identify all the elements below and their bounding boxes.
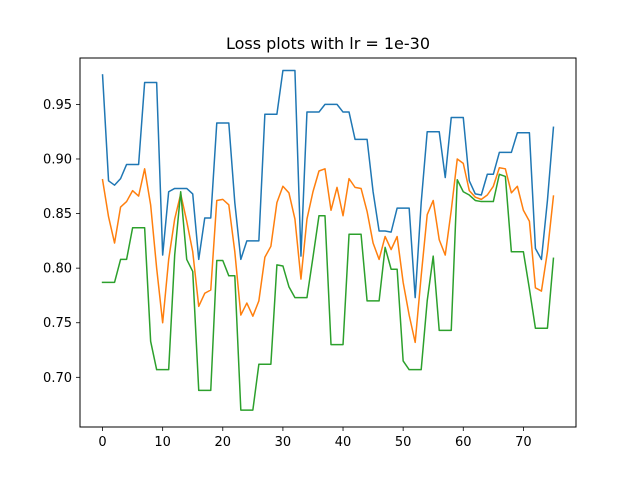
y-tick-label: 0.70 [43, 371, 72, 386]
y-tick-label: 0.85 [43, 207, 72, 222]
x-tick-label: 20 [215, 435, 232, 450]
chart-title: Loss plots with lr = 1e-30 [226, 34, 430, 53]
series-line-2 [101, 158, 555, 344]
x-axis: 0 10 20 30 40 50 60 70 [98, 427, 532, 450]
y-axis: 0.70 0.75 0.80 0.85 0.90 0.95 [43, 98, 80, 386]
x-tick-label: 50 [395, 435, 412, 450]
x-tick-label: 30 [275, 435, 292, 450]
x-tick-label: 40 [335, 435, 352, 450]
series-line-1 [101, 69, 555, 299]
x-tick-label: 10 [154, 435, 171, 450]
series-line-3 [101, 173, 555, 411]
y-tick-label: 0.90 [43, 152, 72, 167]
plot-area-frame [79, 57, 577, 428]
series-lines [101, 69, 555, 411]
y-tick-label: 0.75 [43, 316, 72, 331]
y-tick-label: 0.95 [43, 98, 72, 113]
y-tick-label: 0.80 [43, 262, 72, 277]
x-tick-label: 60 [455, 435, 472, 450]
x-tick-label: 70 [515, 435, 532, 450]
x-tick-label: 0 [98, 435, 106, 450]
